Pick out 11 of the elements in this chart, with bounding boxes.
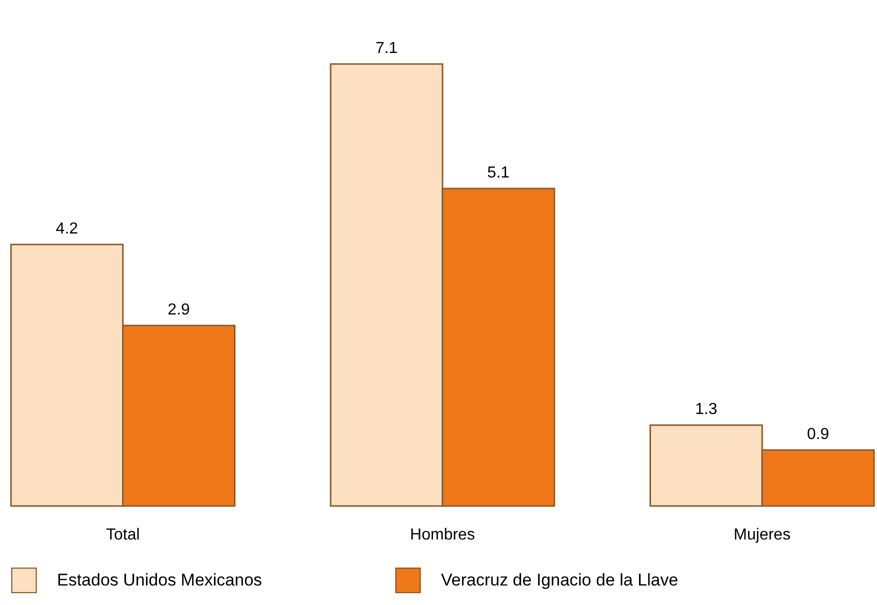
x-tick-label: Hombres <box>410 526 475 544</box>
x-tick-label: Total <box>106 526 140 544</box>
data-label: 0.9 <box>806 426 830 443</box>
data-label: 2.9 <box>168 301 190 318</box>
data-label: 1.3 <box>695 401 718 418</box>
data-label: 4.2 <box>56 220 78 238</box>
legend-label: Estados Unidos Mexicanos <box>57 570 262 590</box>
x-tick-label: Mujeres <box>734 526 791 544</box>
legend-label: Veracruz de Ignacio de la Llave <box>441 570 678 590</box>
data-label: 7.1 <box>375 40 398 57</box>
data-label: 5.1 <box>487 164 510 182</box>
